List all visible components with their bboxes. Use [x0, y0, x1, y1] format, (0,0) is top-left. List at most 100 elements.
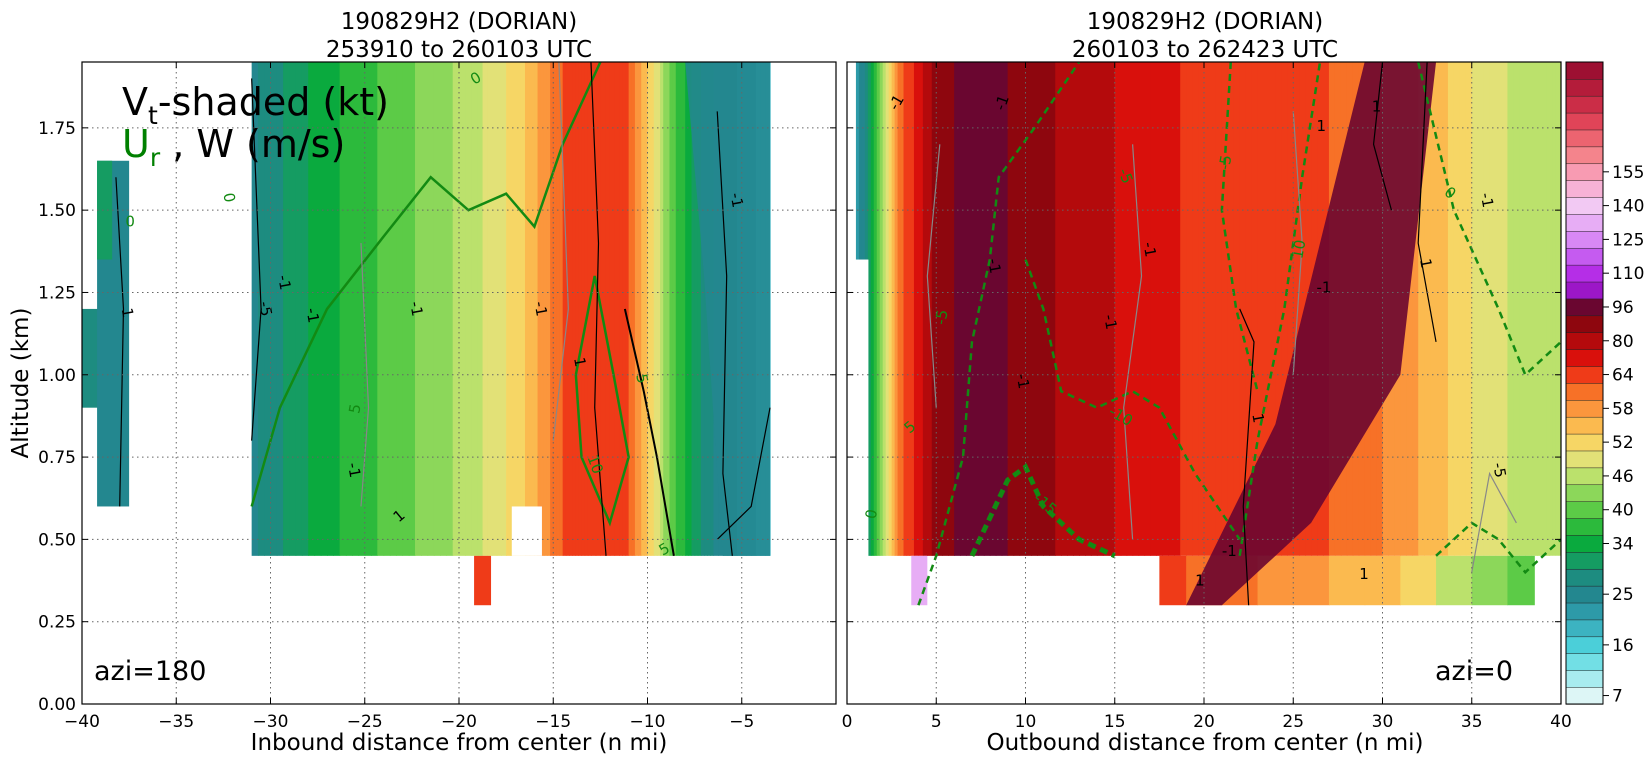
contour-label: -1 [406, 300, 426, 318]
left-vt-band [653, 62, 658, 556]
contour-label: 10 [1288, 238, 1309, 260]
left-grid [82, 62, 836, 704]
right-vt-band [1221, 62, 1229, 556]
colorbar-swatch [1565, 281, 1604, 300]
left-panel-fill [82, 62, 771, 606]
colorbar-tick-label: 34 [1612, 535, 1634, 555]
left-vt-band [562, 62, 567, 556]
x-tick-label: 40 [1550, 712, 1572, 732]
left-vt-band [638, 62, 642, 556]
right-vt-band [913, 62, 919, 556]
x-tick-label: 5 [931, 712, 942, 732]
colorbar-swatch [1565, 348, 1604, 367]
right-low-band [1471, 555, 1509, 606]
right-panel-fill [847, 62, 1561, 704]
right-vt-band [1198, 62, 1205, 556]
left-vt-band [415, 62, 422, 556]
left-vt-band [327, 62, 334, 556]
legend-ur-rest: , W (m/s) [160, 122, 345, 166]
right-vt-band [1442, 62, 1449, 556]
right-vt-band [1447, 62, 1455, 556]
contour-label: 1 [1359, 565, 1369, 583]
colorbar-swatch [1565, 568, 1604, 587]
left-vt-band [477, 62, 484, 556]
right-vt-band [1453, 62, 1461, 556]
right-vt-band [1031, 62, 1038, 556]
colorbar-swatch [1565, 653, 1604, 671]
right-vt-band [936, 62, 943, 556]
w-contour-line [926, 144, 941, 408]
x-tick-label: −15 [535, 712, 571, 732]
right-vt-band [1546, 62, 1550, 556]
left-vt-band [465, 62, 473, 556]
colorbar-swatch [1565, 213, 1604, 232]
colorbar-swatch [1565, 551, 1604, 570]
right-vt-band [1073, 62, 1080, 556]
right-vt-band [995, 62, 1003, 556]
contour-label: 1 [1372, 97, 1382, 115]
left-vt-band [383, 62, 391, 556]
right-vt-band [1471, 62, 1479, 556]
left-vt-band [663, 62, 667, 556]
colorbar-swatches [1565, 61, 1604, 705]
left-vt-band [501, 62, 507, 556]
right-vt-band [1459, 62, 1467, 556]
w-contour-line [552, 62, 569, 441]
right-vt-band [1513, 62, 1520, 556]
colorbar-swatch [1565, 332, 1604, 350]
x-tick-label: −25 [347, 712, 383, 732]
right-x-axis-label: Outbound distance from center (n mi) [987, 730, 1424, 756]
y-tick-label: 1.25 [38, 283, 76, 303]
left-vt-band [496, 62, 503, 556]
contour-label: 1 [1316, 117, 1326, 135]
colorbar-tick-label: 58 [1612, 399, 1634, 419]
right-vt-band [1007, 62, 1015, 556]
left-vt-band [264, 62, 272, 556]
ur-dashed-contour [917, 62, 1081, 606]
right-vt-band [948, 62, 955, 556]
left-vt-band [619, 62, 623, 556]
colorbar-swatch [1565, 433, 1604, 452]
left-missing-notch [511, 506, 542, 556]
right-vt-band [1043, 62, 1050, 556]
colorbar-swatch [1565, 619, 1604, 638]
right-vt-band [1251, 62, 1259, 556]
colorbar-swatch [1565, 112, 1604, 131]
contour-label: -5 [1489, 461, 1509, 479]
y-axis-label: Altitude (km) [8, 308, 34, 459]
contour-label: -1 [984, 257, 1004, 275]
left-vt-band [650, 62, 655, 556]
right-vt-band [1412, 62, 1419, 556]
left-vt-band [581, 62, 586, 556]
w-contour-line [1372, 62, 1393, 211]
left-vt-band [515, 62, 521, 556]
left-vt-band [320, 62, 328, 556]
right-vt-band [1079, 62, 1086, 556]
left-vt-band [628, 62, 633, 556]
x-tick-label: −20 [441, 712, 477, 732]
x-tick-label: −10 [630, 712, 666, 732]
colorbar-swatch [1565, 602, 1604, 621]
colorbar-swatch [1565, 467, 1604, 486]
right-vt-band [1436, 62, 1443, 556]
right-vt-band [1299, 62, 1306, 556]
colorbar-swatch [1565, 230, 1604, 249]
ur-dashed-contour [1416, 62, 1561, 377]
left-vt-band [678, 62, 683, 556]
left-vt-band [634, 62, 639, 556]
ur-dashed-contour [1238, 62, 1322, 557]
right-vt-band [891, 62, 896, 556]
colorbar-swatch [1565, 264, 1604, 283]
colorbar-swatch [1565, 95, 1604, 114]
right-vt-band [1227, 62, 1235, 556]
left-vt-band [524, 62, 531, 556]
right-vt-band [1209, 62, 1217, 556]
left-vt-band [520, 62, 526, 556]
right-vt-band [882, 62, 887, 556]
left-vt-band [276, 62, 284, 556]
right-vt-band [922, 62, 928, 556]
left-vt-band [402, 62, 410, 556]
left-vt-band [283, 62, 290, 556]
left-vt-band [572, 62, 576, 556]
